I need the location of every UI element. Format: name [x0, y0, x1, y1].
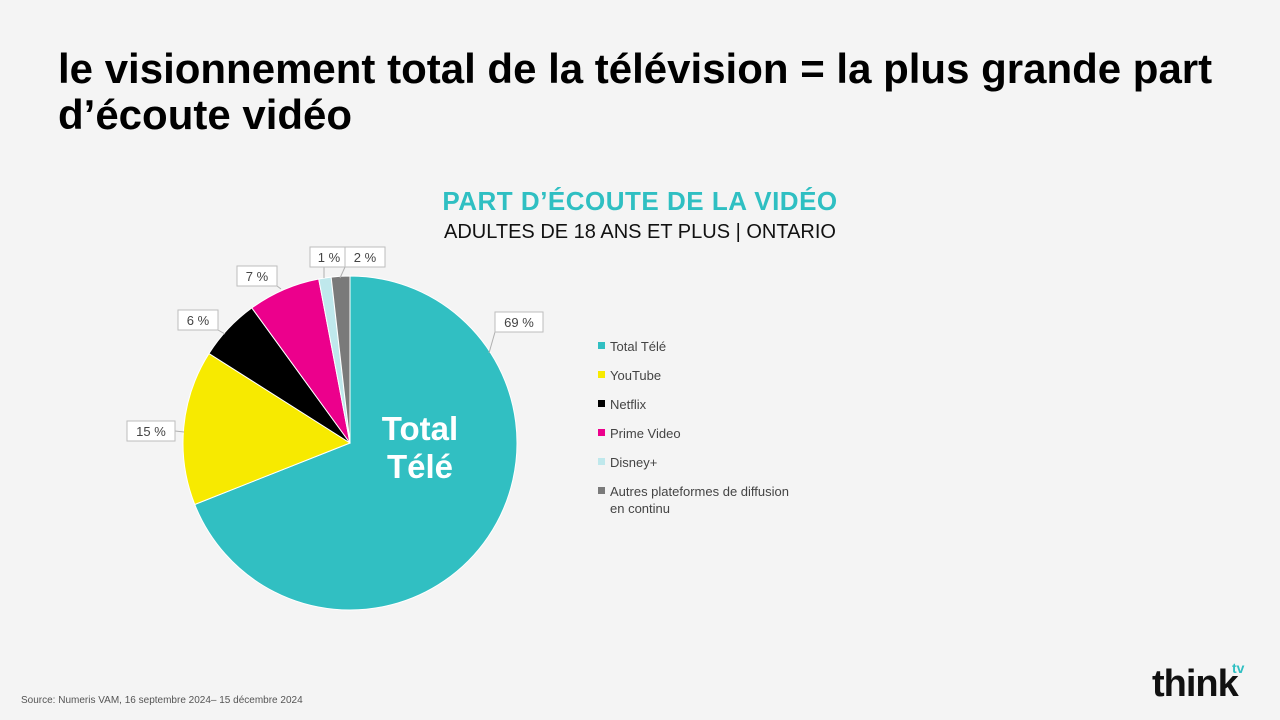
legend-item-total-tele: Total Télé: [598, 338, 798, 355]
legend-item-disney: Disney+: [598, 454, 798, 471]
data-label-total-tele: 69 %: [504, 315, 534, 330]
legend-label: Netflix: [610, 397, 647, 412]
chart-subtitle: ADULTES DE 18 ANS ET PLUS | ONTARIO: [444, 221, 836, 243]
legend-swatch: [598, 342, 605, 349]
data-label-prime-video: 7 %: [246, 269, 269, 284]
legend-swatch: [598, 429, 605, 436]
data-label-box-netflix: [177, 309, 219, 331]
leader-line-youtube: [174, 430, 185, 433]
pie-slice-youtube: [182, 352, 352, 506]
leader-line-prime-video: [276, 285, 282, 290]
legend-label: Disney+: [610, 455, 658, 470]
data-label-box-total-tele: [494, 311, 544, 333]
leader-line-netflix: [217, 329, 226, 335]
data-label-autres-plateformes-de-diffusion-en-continu: 2 %: [354, 250, 377, 265]
legend-item-prime-video: Prime Video: [598, 425, 798, 442]
center-label-line-2: Télé: [387, 448, 453, 485]
chart-title: PART D’ÉCOUTE DE LA VIDÉO: [442, 186, 838, 216]
legend-swatch: [598, 400, 605, 407]
legend-item-autres-plateformes-de-diffusion-en-continu: Autres plateformes de diffusion en conti…: [598, 483, 798, 517]
legend-label: YouTube: [610, 368, 662, 383]
leader-line-autres-plateformes-de-diffusion-en-continu: [339, 266, 346, 279]
legend-label: Prime Video: [610, 426, 681, 441]
legend-label: Total Télé: [610, 339, 667, 354]
center-label-line-1: Total: [382, 410, 458, 447]
legend-swatch: [598, 371, 605, 378]
legend-item-youtube: YouTube: [598, 367, 798, 384]
legend-swatch: [598, 487, 605, 494]
legend-item-netflix: Netflix: [598, 396, 798, 413]
pie-slice-total-tele: [194, 275, 518, 611]
data-label-netflix: 6 %: [187, 313, 210, 328]
legend-label: Autres plateformes de diffusion en conti…: [610, 484, 789, 516]
logo-text: think: [1152, 663, 1239, 705]
data-label-box-autres-plateformes-de-diffusion-en-continu: [344, 246, 386, 268]
source-note: Source: Numeris VAM, 16 septembre 2024– …: [21, 695, 303, 706]
slide-title: le visionnement total de la télévision =…: [58, 45, 1213, 138]
data-label-disney: 1 %: [318, 250, 341, 265]
thinktv-logo: think tv: [1152, 660, 1252, 706]
data-label-box-youtube: [126, 420, 176, 442]
legend-swatch: [598, 458, 605, 465]
leader-line-total-tele: [488, 331, 496, 354]
data-label-box-prime-video: [236, 265, 278, 287]
logo-superscript: tv: [1232, 660, 1245, 676]
chart-legend: Total Télé YouTube Netflix Prime Video Disne…: [598, 338, 798, 529]
data-label-youtube: 15 %: [136, 424, 166, 439]
